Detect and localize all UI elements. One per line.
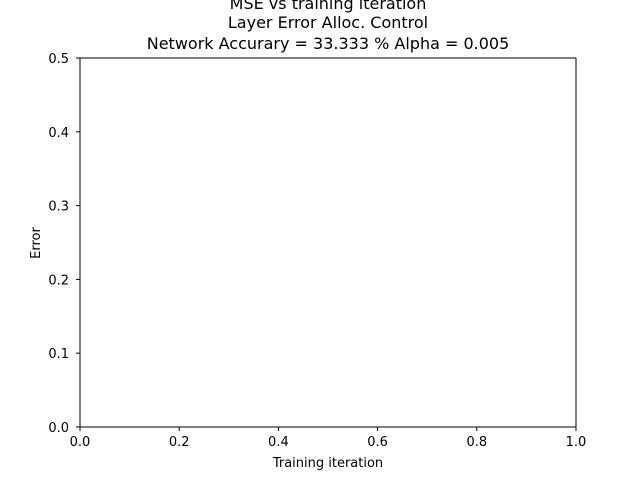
x-axis-label: Training iteration xyxy=(272,456,383,471)
y-axis-ticks: 0.0 0.1 0.2 0.3 0.4 0.5 xyxy=(48,52,80,436)
chart-title-line-2: Layer Error Alloc. Control xyxy=(228,13,428,32)
chart-title-line-1: MSE vs training iteration xyxy=(230,0,427,13)
x-tick-label: 1.0 xyxy=(566,435,587,450)
y-tick-label: 0.5 xyxy=(48,52,69,67)
x-tick-label: 0.0 xyxy=(70,435,91,450)
y-tick-label: 0.3 xyxy=(48,200,69,215)
chart-title-line-3: Network Accurary = 33.333 % Alpha = 0.00… xyxy=(147,34,510,53)
y-tick-label: 0.1 xyxy=(48,347,69,362)
y-tick-label: 0.4 xyxy=(48,126,69,141)
x-tick-label: 0.8 xyxy=(466,435,487,450)
y-tick-label: 0.2 xyxy=(48,273,69,288)
x-tick-label: 0.6 xyxy=(367,435,388,450)
x-tick-label: 0.4 xyxy=(268,435,289,450)
y-tick-label: 0.0 xyxy=(48,421,69,436)
x-axis-ticks: 0.0 0.2 0.4 0.6 0.8 1.0 xyxy=(70,427,587,450)
plot-area xyxy=(80,58,576,427)
y-axis-label: Error xyxy=(29,227,44,259)
x-tick-label: 0.2 xyxy=(169,435,190,450)
